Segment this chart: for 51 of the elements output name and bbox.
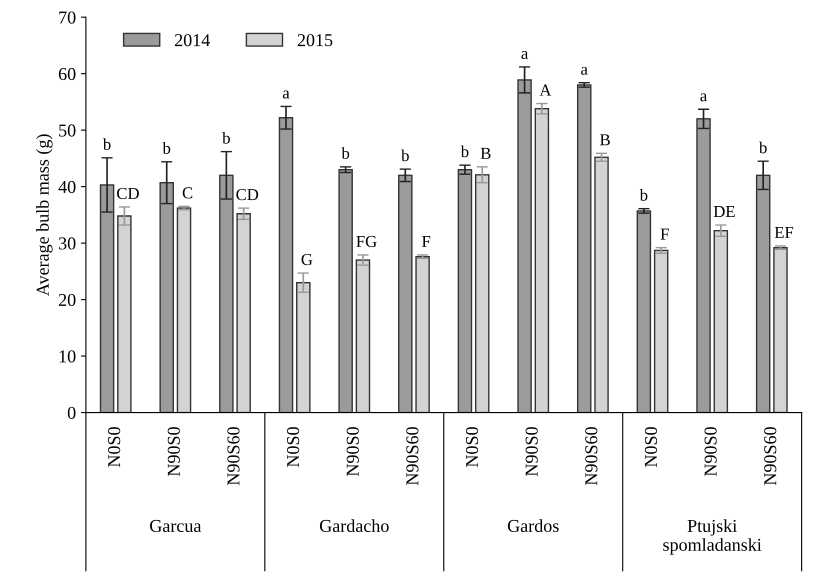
legend-label: 2015: [298, 34, 332, 46]
y-tick-label: 70: [59, 11, 76, 24]
x-tick-label: N90S0: [704, 427, 717, 476]
text: Gardos: [508, 519, 559, 532]
data-label: C: [182, 187, 192, 198]
text: Gardacho: [320, 519, 389, 532]
text: Garcua: [150, 520, 202, 532]
data-label: b: [102, 138, 111, 150]
y-tick-label: 40: [58, 180, 76, 194]
x-tick-label: N90S60: [227, 427, 240, 486]
data-label: a: [282, 90, 290, 99]
data-label: B: [480, 148, 491, 159]
data-label: a: [700, 93, 707, 102]
data-label: b: [222, 132, 230, 144]
data-label: a: [521, 51, 528, 59]
text: Ptujski spomladanski: [663, 519, 762, 555]
x-tick-label: N0S0: [644, 427, 658, 468]
data-label: F: [660, 228, 669, 240]
data-label: b: [341, 147, 350, 159]
x-tick-label: N0S0: [466, 427, 478, 468]
data-label: b: [162, 142, 170, 154]
y-axis-title: Average bulb mass (g): [36, 134, 53, 296]
data-label: FG: [356, 236, 377, 248]
data-label: G: [302, 254, 312, 266]
data-label: B: [600, 134, 610, 146]
y-tick-label: 10: [60, 350, 76, 363]
x-tick-label: N90S0: [346, 427, 359, 476]
x-tick-label: N90S0: [168, 427, 180, 476]
data-label: a: [581, 66, 588, 75]
x-tick-label: N90S0: [526, 427, 538, 476]
data-label: b: [460, 146, 468, 158]
data-label: CD: [117, 188, 139, 200]
y-tick-label: 60: [58, 68, 76, 80]
data-label: CD: [236, 188, 258, 200]
y-tick-label: 30: [58, 237, 76, 250]
x-tick-label: N0S0: [286, 427, 300, 468]
data-label: b: [401, 149, 409, 162]
data-label: A: [540, 84, 552, 96]
data-label: b: [640, 189, 648, 201]
x-tick-label: N90S60: [764, 427, 776, 486]
y-tick-label: 20: [58, 294, 76, 306]
legend-label: 2014: [174, 34, 210, 46]
x-tick-label: N0S0: [108, 427, 120, 468]
data-label: DE: [714, 206, 735, 218]
y-tick-label: 0: [68, 406, 76, 419]
x-tick-label: N90S60: [406, 427, 418, 486]
data-label: EF: [774, 226, 794, 238]
y-tick-label: 50: [59, 124, 76, 137]
data-label: b: [759, 142, 767, 154]
x-tick-label: N90S60: [585, 427, 598, 486]
data-label: F: [422, 236, 430, 247]
